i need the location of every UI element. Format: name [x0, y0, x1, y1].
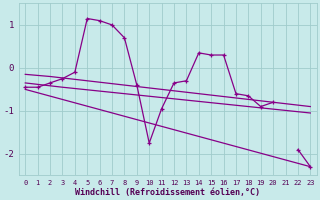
X-axis label: Windchill (Refroidissement éolien,°C): Windchill (Refroidissement éolien,°C) [75, 188, 260, 197]
